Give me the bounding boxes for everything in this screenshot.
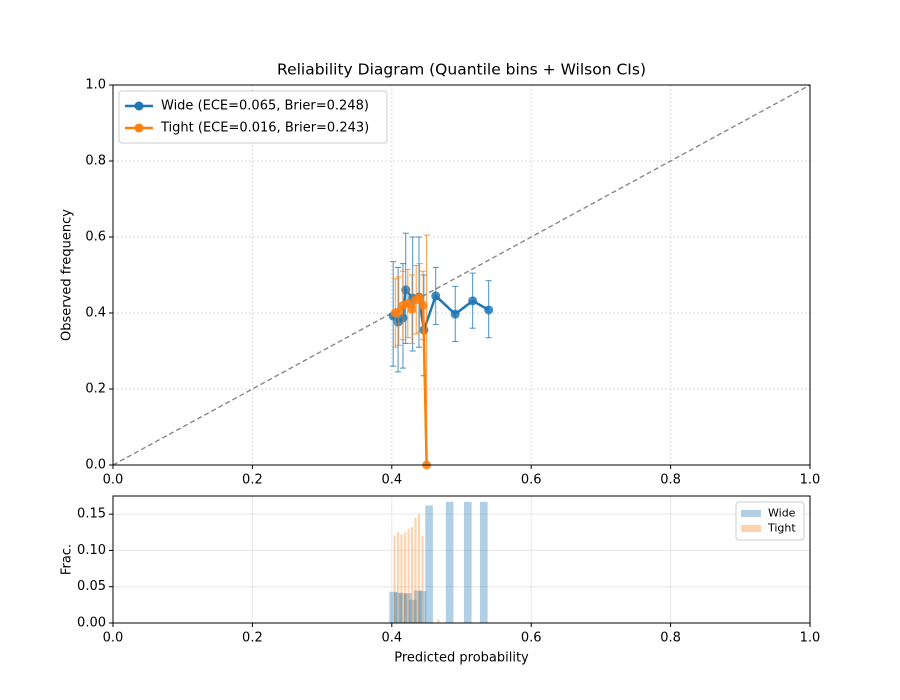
bar bbox=[463, 501, 472, 623]
y-tick-label: 1.0 bbox=[85, 78, 106, 93]
legend-marker bbox=[134, 123, 144, 133]
plot-area bbox=[113, 496, 810, 623]
legend-box bbox=[118, 90, 388, 144]
x-tick-label: 0.0 bbox=[103, 631, 124, 646]
axes-frame bbox=[112, 495, 811, 624]
x-tick-label: 1.0 bbox=[800, 631, 821, 646]
y-tick-label: 0.8 bbox=[85, 154, 106, 169]
x-tick-label: 0.2 bbox=[242, 631, 263, 646]
y-tick-label: 0.0 bbox=[85, 458, 106, 473]
y-tick-label: 0.15 bbox=[77, 507, 106, 522]
legend-swatch bbox=[741, 510, 761, 517]
y-axis-label: Observed frequency bbox=[60, 209, 75, 341]
axes: 0.0 0.2 0.4 0.6 0.8 1.0 0.00 0.05 0.10 0.15 bbox=[77, 496, 820, 646]
x-tick-label: 0.4 bbox=[381, 473, 402, 488]
bar bbox=[413, 590, 422, 623]
point bbox=[431, 291, 441, 301]
legend-marker bbox=[134, 101, 144, 111]
legend-swatch bbox=[741, 525, 761, 532]
bar bbox=[399, 593, 407, 623]
legend-label: Wide bbox=[768, 507, 796, 520]
point bbox=[407, 304, 417, 314]
y-tick-label: 0.4 bbox=[85, 306, 106, 321]
legend-label: Wide (ECE=0.065, Brier=0.248) bbox=[161, 99, 369, 114]
chart-title: Reliability Diagram (Quantile bins + Wil… bbox=[277, 61, 646, 79]
bar bbox=[403, 593, 412, 623]
bar bbox=[394, 592, 402, 623]
axes-frame bbox=[112, 84, 811, 466]
bar bbox=[397, 532, 400, 623]
bar bbox=[393, 535, 396, 623]
point bbox=[394, 307, 404, 317]
point bbox=[450, 309, 460, 319]
y-tick-label: 0.05 bbox=[77, 579, 106, 594]
legend-box bbox=[735, 501, 805, 541]
x-tick-label: 0.4 bbox=[381, 631, 402, 646]
bar bbox=[425, 505, 433, 623]
point bbox=[415, 293, 425, 303]
point bbox=[418, 300, 428, 310]
bar bbox=[408, 599, 417, 623]
bar bbox=[479, 501, 488, 623]
legend-label: Tight bbox=[767, 522, 796, 535]
y-tick-label: 0.2 bbox=[85, 382, 106, 397]
y-tick-label: 0.6 bbox=[85, 230, 106, 245]
bar bbox=[389, 591, 398, 623]
y-tick-label: 0.00 bbox=[77, 616, 106, 631]
bar bbox=[445, 501, 454, 623]
bar bbox=[414, 517, 417, 623]
x-axis-label: Predicted probability bbox=[394, 651, 529, 666]
point bbox=[484, 305, 494, 315]
y-axis-label: Frac. bbox=[60, 544, 75, 575]
bar bbox=[410, 527, 414, 623]
x-tick-label: 0.8 bbox=[660, 631, 681, 646]
x-tick-label: 0.2 bbox=[242, 473, 263, 488]
y-tick-label: 0.10 bbox=[77, 543, 106, 558]
bar bbox=[403, 532, 407, 623]
bar bbox=[400, 534, 403, 623]
diagonal bbox=[112, 84, 811, 466]
x-tick-label: 1.0 bbox=[800, 473, 821, 488]
point bbox=[468, 296, 478, 306]
x-tick-label: 0.0 bbox=[103, 473, 124, 488]
bar bbox=[407, 528, 410, 623]
bar bbox=[437, 619, 440, 623]
bar bbox=[418, 591, 427, 623]
bar bbox=[417, 514, 421, 623]
x-tick-label: 0.6 bbox=[521, 473, 542, 488]
bar bbox=[421, 535, 424, 623]
x-tick-label: 0.8 bbox=[660, 473, 681, 488]
legend-label: Tight (ECE=0.016, Brier=0.243) bbox=[160, 121, 369, 136]
x-tick-label: 0.6 bbox=[521, 631, 542, 646]
